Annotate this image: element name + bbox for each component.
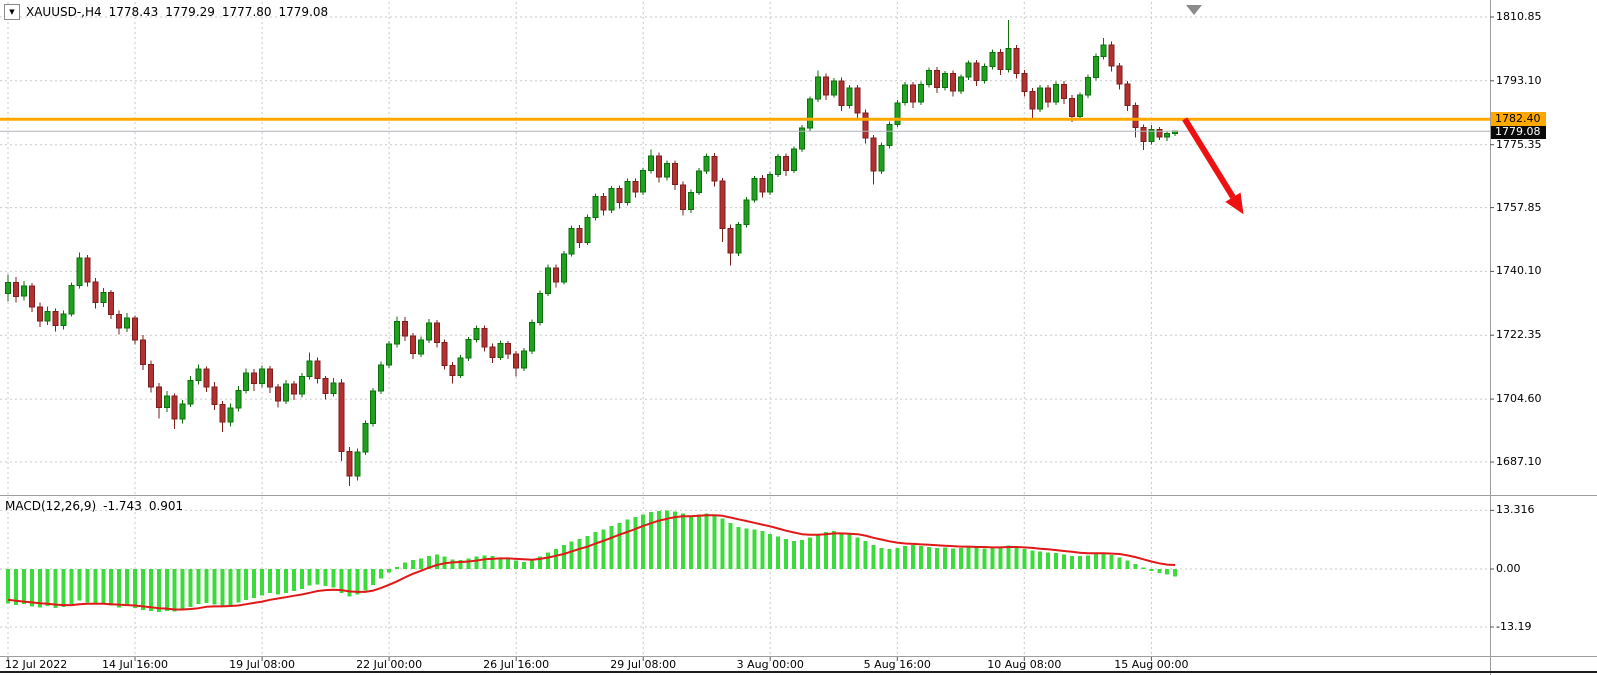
bid-price-badge: 1779.08: [1491, 125, 1546, 140]
arrow-object[interactable]: [1182, 117, 1236, 199]
axis-tick-marks: [7, 16, 1494, 661]
macd-signal-value: 0.901: [148, 499, 184, 513]
macd-name: MACD(12,26,9): [5, 499, 97, 513]
symbol-period-label: XAUUSD-,H4: [26, 4, 102, 19]
window-bottom-edge: [0, 671, 1597, 673]
ohlc-close: 1779.08: [278, 4, 329, 19]
ohlc-low: 1777.80: [221, 4, 272, 19]
chart-shift-marker-icon[interactable]: [1186, 5, 1202, 15]
candlestick-series[interactable]: [5, 20, 1179, 487]
macd-signal-line: [7, 514, 1176, 611]
hline-price-badge[interactable]: 1782.40: [1491, 112, 1546, 127]
chevron-down-icon: ▼: [9, 7, 15, 16]
macd-indicator-label: MACD(12,26,9) -1.743 0.901: [5, 499, 183, 513]
arrow-object-head[interactable]: [1225, 192, 1244, 215]
symbol-info-bar: ▼ XAUUSD-,H4 1778.43 1779.29 1777.80 177…: [4, 4, 328, 20]
macd-histogram: [6, 510, 1178, 613]
macd-main-value: -1.743: [103, 499, 142, 513]
symbol-dropdown-button[interactable]: ▼: [4, 4, 20, 20]
ohlc-high: 1779.29: [165, 4, 215, 19]
ohlc-open: 1778.43: [108, 4, 159, 19]
